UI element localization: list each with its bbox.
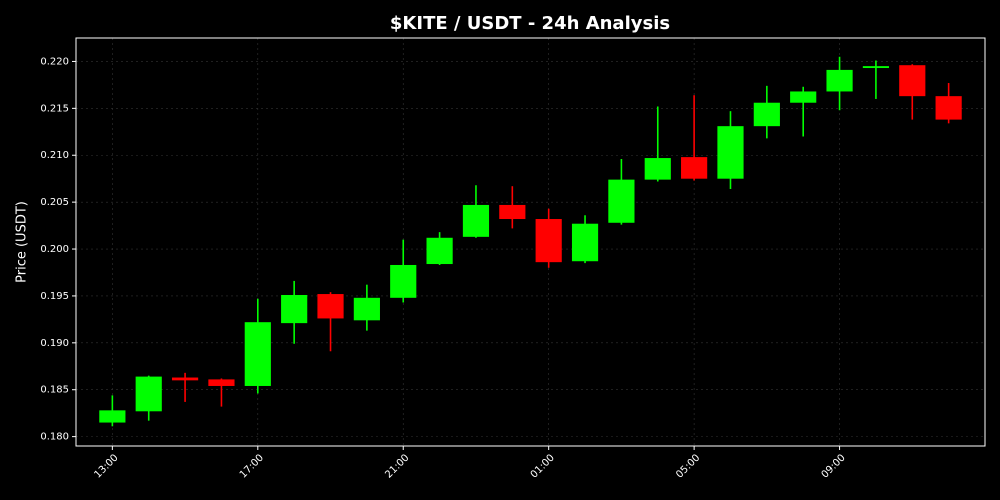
candle-body — [753, 102, 780, 127]
candle-body — [790, 91, 817, 103]
candle-body — [426, 237, 453, 265]
grid — [76, 38, 985, 446]
candle-body — [244, 322, 271, 386]
candle-body — [317, 294, 344, 319]
candle-body — [681, 157, 708, 179]
candle-body — [99, 410, 126, 423]
candle-body — [208, 379, 235, 386]
y-tick-label: 0.215 — [40, 103, 69, 114]
candle-body — [353, 297, 380, 321]
y-tick-label: 0.220 — [40, 56, 69, 67]
chart-title: $KITE / USDT - 24h Analysis — [390, 13, 670, 34]
candle-body — [571, 223, 599, 262]
y-axis-label: Price (USDT) — [15, 201, 30, 283]
candle-body — [535, 219, 562, 263]
candle-body — [608, 179, 635, 223]
candle-body — [462, 204, 490, 237]
candle-body — [499, 204, 526, 220]
y-tick-label: 0.205 — [40, 197, 69, 208]
candle-body — [171, 377, 199, 381]
candle-body — [899, 65, 926, 97]
y-tick-label: 0.210 — [40, 150, 69, 161]
candle-body — [717, 126, 744, 179]
y-tick-label: 0.195 — [40, 291, 69, 302]
y-tick-label: 0.200 — [40, 244, 69, 255]
candles — [99, 56, 962, 427]
candle-body — [826, 69, 853, 92]
y-tick-label: 0.190 — [40, 338, 69, 349]
candle-body — [644, 158, 671, 180]
plot-frame — [75, 37, 986, 447]
candle-body — [390, 264, 417, 298]
y-tick-label: 0.185 — [40, 385, 69, 396]
candle-body — [135, 376, 162, 412]
candle-body — [935, 96, 962, 120]
y-tick-label: 0.180 — [40, 432, 69, 443]
candle-body — [862, 66, 890, 69]
candle-body — [281, 294, 308, 324]
